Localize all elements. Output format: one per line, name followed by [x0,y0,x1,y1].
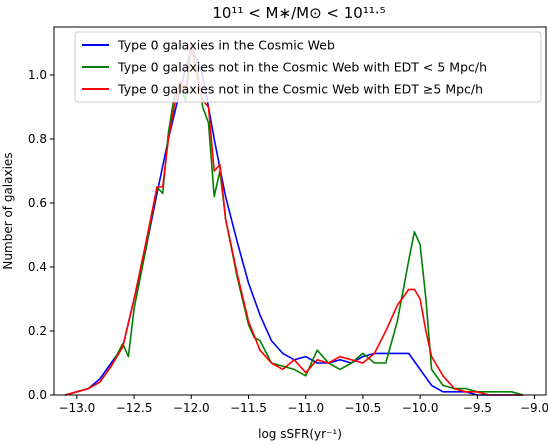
x-tick-label: −12.5 [116,401,153,415]
x-tick-label: −9.5 [463,401,492,415]
series-layer [65,42,524,396]
x-tick-label: −11.5 [230,401,267,415]
x-tick-label: −10.0 [402,401,439,415]
plot-frame [53,26,547,396]
y-tick-label: 0.4 [28,260,47,274]
x-tick-label: −12.0 [173,401,210,415]
y-tick-label: 0.0 [28,388,47,402]
legend-label-1: Type 0 galaxies in the Cosmic Web [117,38,335,53]
y-axis-ticks: 0.0 0.2 0.4 0.6 0.8 1.0 [28,68,54,402]
chart-title: 10¹¹ < M∗/M⊙ < 10¹¹·⁵ [212,4,385,22]
x-axis-label: log sSFR(yr⁻¹) [258,427,342,441]
x-tick-label: −9.0 [520,401,548,415]
x-tick-label: −13.0 [58,401,95,415]
y-axis-label: Number of galaxies [1,152,15,269]
y-tick-label: 1.0 [28,68,47,82]
legend-label-3: Type 0 galaxies not in the Cosmic Web wi… [117,82,483,97]
y-tick-label: 0.8 [28,132,47,146]
x-tick-label: −10.5 [345,401,382,415]
series-line-3 [65,42,524,396]
legend-label-2: Type 0 galaxies not in the Cosmic Web wi… [117,60,487,75]
y-tick-label: 0.6 [28,196,47,210]
y-tick-label: 0.2 [28,324,47,338]
x-axis-ticks: −13.0 −12.5 −12.0 −11.5 −11.0 −10.5 −10.0 −9.5 −… [58,395,548,415]
legend-box [74,31,542,103]
legend: Type 0 galaxies in the Cosmic Web Type 0 … [74,31,542,103]
x-tick-label: −11.0 [287,401,324,415]
